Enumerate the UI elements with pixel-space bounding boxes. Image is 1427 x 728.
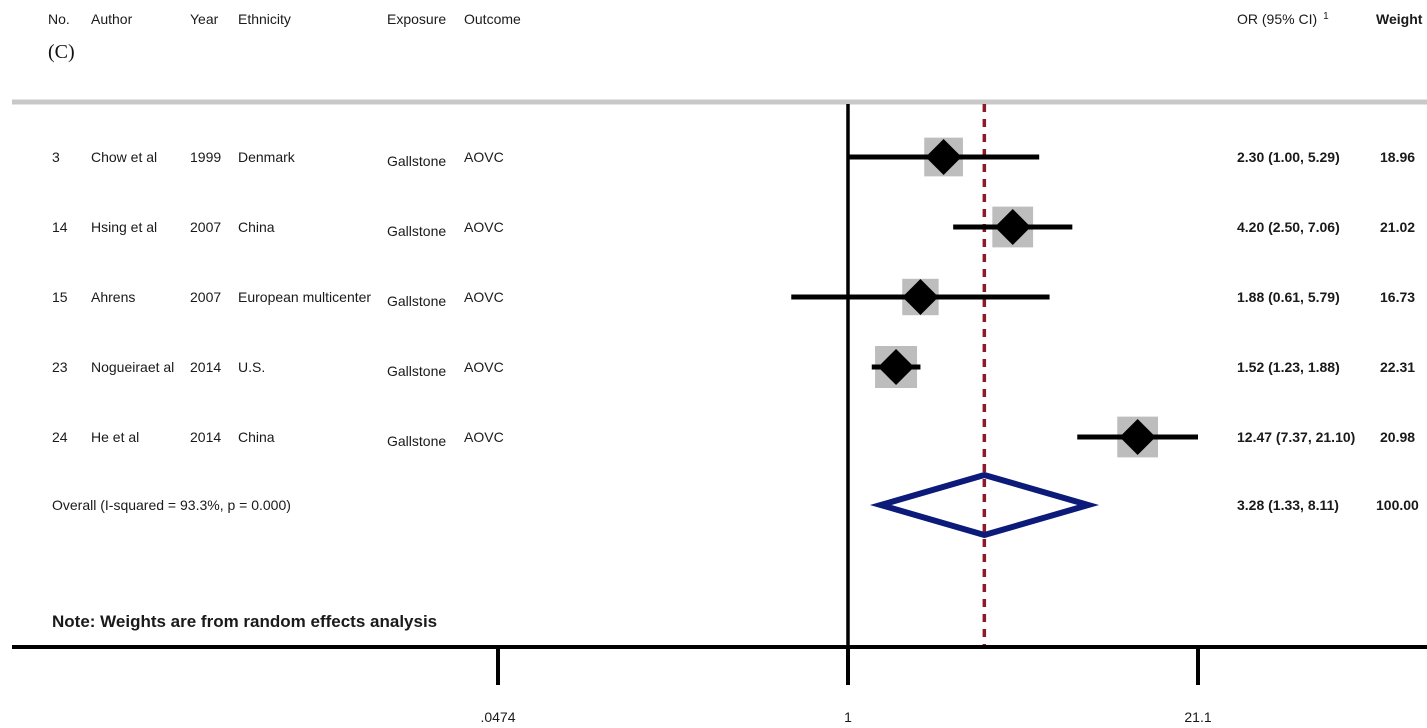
cell-ethnicity: U.S.	[238, 359, 265, 375]
x-tick-label: 1	[844, 709, 852, 725]
point-estimate	[878, 349, 915, 385]
study-rows: 3 Chow et al 1999 Denmark Gallstone AOVC 2.30 …	[52, 149, 1419, 513]
cell-no: 15	[52, 289, 68, 305]
cell-outcome: AOVC	[464, 219, 504, 235]
cell-ethnicity: China	[238, 219, 275, 235]
header-author: Author	[91, 11, 133, 27]
cell-weight: 20.98	[1380, 429, 1415, 445]
cell-or-ci: 1.88 (0.61, 5.79)	[1237, 289, 1340, 305]
overall-diamond	[869, 471, 1100, 539]
header-ethnicity: Ethnicity	[238, 11, 291, 27]
point-estimate	[1119, 419, 1156, 455]
panel-label: (C)	[48, 41, 75, 63]
x-tick-label: .0474	[480, 709, 515, 725]
cell-or-ci: 12.47 (7.37, 21.10)	[1237, 429, 1355, 445]
cell-author: Nogueiraet al	[91, 359, 174, 375]
cell-outcome: AOVC	[464, 429, 504, 445]
cell-no: 23	[52, 359, 68, 375]
footnote: Note: Weights are from random effects an…	[52, 612, 437, 631]
cell-exposure: Gallstone	[387, 433, 446, 449]
cell-no: 3	[52, 149, 60, 165]
cell-weight: 16.73	[1380, 289, 1415, 305]
cell-author: Chow et al	[91, 149, 157, 165]
cell-ethnicity: Denmark	[238, 149, 296, 165]
plot-marks	[791, 104, 1198, 647]
column-headers: No. Author Year Ethnicity Exposure Outco…	[48, 11, 1423, 27]
overall-or-ci: 3.28 (1.33, 8.11)	[1237, 497, 1339, 513]
header-or: OR (95% CI) 1	[1237, 11, 1329, 27]
cell-or-ci: 2.30 (1.00, 5.29)	[1237, 149, 1340, 165]
cell-year: 1999	[190, 149, 221, 165]
cell-author: He et al	[91, 429, 139, 445]
header-outcome: Outcome	[464, 11, 521, 27]
x-axis-ticks: .0474 1 21.1	[480, 647, 1212, 725]
cell-ethnicity: China	[238, 429, 275, 445]
cell-outcome: AOVC	[464, 149, 504, 165]
point-estimate	[925, 139, 962, 175]
cell-outcome: AOVC	[464, 289, 504, 305]
cell-or-ci: 1.52 (1.23, 1.88)	[1237, 359, 1340, 375]
cell-weight: 21.02	[1380, 219, 1415, 235]
cell-weight: 22.31	[1380, 359, 1415, 375]
cell-author: Ahrens	[91, 289, 135, 305]
cell-no: 24	[52, 429, 68, 445]
cell-outcome: AOVC	[464, 359, 504, 375]
cell-year: 2007	[190, 289, 221, 305]
cell-or-ci: 4.20 (2.50, 7.06)	[1237, 219, 1340, 235]
cell-author: Hsing et al	[91, 219, 157, 235]
header-year: Year	[190, 11, 219, 27]
cell-exposure: Gallstone	[387, 223, 446, 239]
cell-year: 2007	[190, 219, 221, 235]
x-tick-label: 21.1	[1184, 709, 1211, 725]
cell-exposure: Gallstone	[387, 293, 446, 309]
cell-weight: 18.96	[1380, 149, 1415, 165]
point-estimate	[994, 209, 1031, 245]
cell-year: 2014	[190, 429, 221, 445]
header-exposure: Exposure	[387, 11, 446, 27]
cell-year: 2014	[190, 359, 221, 375]
header-no: No.	[48, 11, 70, 27]
cell-exposure: Gallstone	[387, 153, 446, 169]
point-estimate	[902, 279, 939, 315]
cell-no: 14	[52, 219, 68, 235]
cell-ethnicity: European multicenter	[238, 289, 371, 305]
cell-exposure: Gallstone	[387, 363, 446, 379]
overall-weight: 100.00	[1376, 497, 1419, 513]
overall-label: Overall (I-squared = 93.3%, p = 0.000)	[52, 497, 291, 513]
header-weight: Weight	[1376, 11, 1423, 27]
